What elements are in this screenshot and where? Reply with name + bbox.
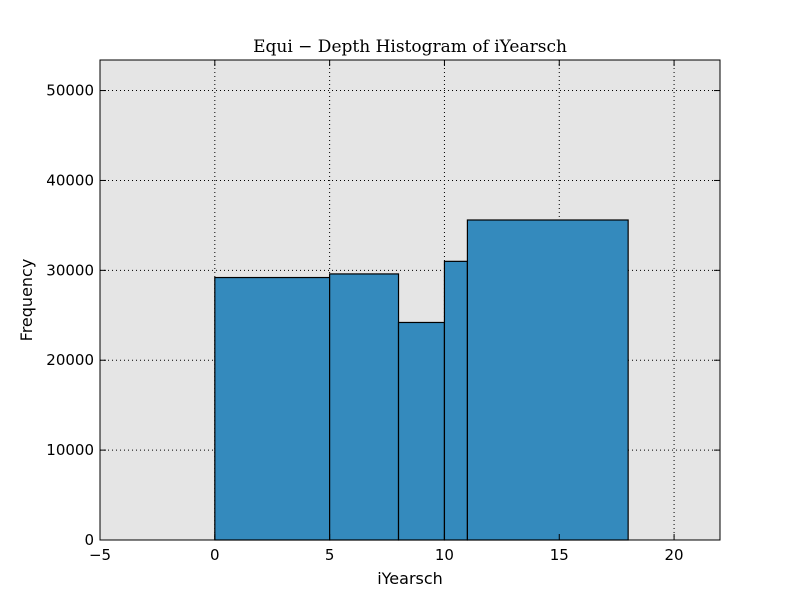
axis-ticks (99, 60, 720, 541)
x-tick-label: 15 (550, 546, 569, 564)
plot-frame (99, 59, 721, 541)
x-tick-label: 10 (435, 546, 454, 564)
y-tick-label: 30000 (46, 261, 94, 279)
y-tick-label: 50000 (46, 82, 94, 100)
histogram-bar (214, 276, 331, 541)
x-tick-label: 5 (325, 546, 335, 564)
y-tick-label: 20000 (46, 351, 94, 369)
y-axis-label: Frequency (17, 259, 36, 342)
x-tick-label: 20 (665, 546, 684, 564)
y-tick-label: 10000 (46, 441, 94, 459)
histogram-bar (466, 219, 629, 541)
histogram-bars (214, 219, 629, 541)
chart-title: Equi − Depth Histogram of iYearsch (253, 37, 567, 57)
histogram-bar (443, 260, 469, 541)
histogram-bar (329, 273, 400, 541)
x-tick-label: 0 (210, 546, 220, 564)
histogram-bar (397, 321, 446, 541)
y-tick-label: 40000 (46, 171, 94, 189)
x-tick-label: −5 (89, 546, 111, 564)
y-tick-label: 0 (84, 531, 94, 549)
x-axis-label: iYearsch (377, 569, 443, 588)
